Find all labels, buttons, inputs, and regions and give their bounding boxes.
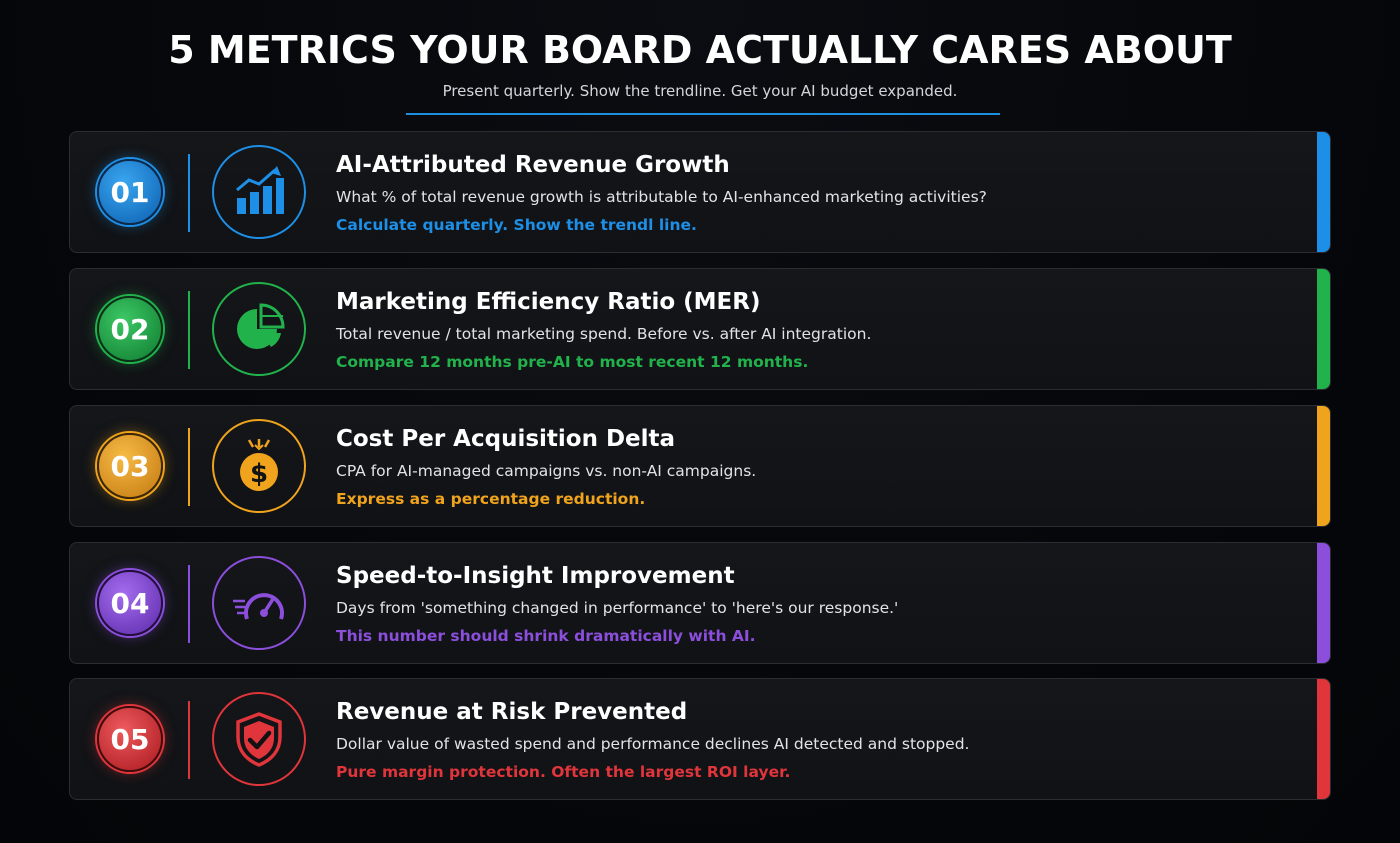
divider bbox=[188, 291, 190, 369]
divider bbox=[188, 154, 190, 232]
metric-description: CPA for AI-managed campaigns vs. non-AI … bbox=[336, 462, 757, 480]
icon-ring bbox=[212, 556, 306, 650]
shield-check-icon bbox=[236, 712, 282, 767]
metric-title: Speed-to-Insight Improvement bbox=[336, 563, 735, 589]
title-underline bbox=[406, 113, 1000, 115]
page-title: 5 METRICS YOUR BOARD ACTUALLY CARES ABOU… bbox=[168, 28, 1232, 72]
divider bbox=[188, 565, 190, 643]
divider bbox=[188, 701, 190, 779]
icon-ring bbox=[212, 282, 306, 376]
icon-ring bbox=[212, 145, 306, 239]
metric-note: Calculate quarterly. Show the trendl lin… bbox=[336, 216, 697, 234]
metric-title: Revenue at Risk Prevented bbox=[336, 699, 688, 725]
icon-ring bbox=[212, 692, 306, 786]
metric-number-badge: 03 bbox=[97, 433, 163, 499]
metric-note: Compare 12 months pre-AI to most recent … bbox=[336, 353, 809, 371]
metric-card-3: 03 $ Cost Per Acquisition Delta CPA for … bbox=[69, 405, 1331, 527]
accent-stripe bbox=[1317, 132, 1330, 252]
metric-number-badge: 04 bbox=[97, 570, 163, 636]
metric-card-5: 05 Revenue at Risk Prevented Dollar valu… bbox=[69, 678, 1331, 800]
dollar-coin-icon: $ bbox=[240, 439, 278, 491]
metric-card-4: 04 Speed-to-Insight Improvement Days fro… bbox=[69, 542, 1331, 664]
metric-description: Total revenue / total marketing spend. B… bbox=[336, 325, 872, 343]
metric-number-badge: 02 bbox=[97, 296, 163, 362]
metric-description: Dollar value of wasted spend and perform… bbox=[336, 735, 970, 753]
icon-ring: $ bbox=[212, 419, 306, 513]
pie-chart-icon bbox=[237, 303, 285, 349]
page-subtitle: Present quarterly. Show the trendline. G… bbox=[442, 82, 958, 100]
metric-description: What % of total revenue growth is attrib… bbox=[336, 188, 987, 206]
metric-number-badge: 05 bbox=[97, 706, 163, 772]
metric-title: Cost Per Acquisition Delta bbox=[336, 426, 676, 452]
accent-stripe bbox=[1317, 543, 1330, 663]
metric-note: Express as a percentage reduction. bbox=[336, 490, 646, 508]
metric-card-2: 02 Marketing Efficiency Ratio (MER) Tota… bbox=[69, 268, 1331, 390]
metric-number-badge: 01 bbox=[97, 159, 163, 225]
metric-title: Marketing Efficiency Ratio (MER) bbox=[336, 289, 761, 315]
metric-card-1: 01 AI-Attributed Revenue Growth What % o… bbox=[69, 131, 1331, 253]
growth-chart-icon bbox=[236, 166, 284, 214]
divider bbox=[188, 428, 190, 506]
metric-note: This number should shrink dramatically w… bbox=[336, 627, 756, 645]
metric-note: Pure margin protection. Often the larges… bbox=[336, 763, 791, 781]
accent-stripe bbox=[1317, 679, 1330, 799]
metric-title: AI-Attributed Revenue Growth bbox=[336, 152, 730, 178]
accent-stripe bbox=[1317, 406, 1330, 526]
svg-text:$: $ bbox=[250, 459, 268, 489]
accent-stripe bbox=[1317, 269, 1330, 389]
metric-description: Days from 'something changed in performa… bbox=[336, 599, 899, 617]
speedometer-icon bbox=[233, 593, 284, 620]
